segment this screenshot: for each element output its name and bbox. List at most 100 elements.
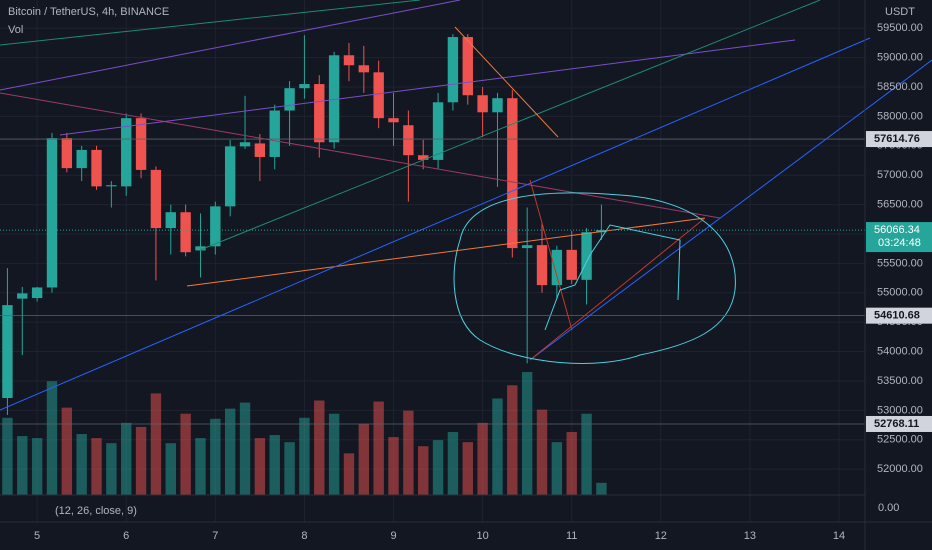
- y-tick-label: 59000.00: [877, 52, 923, 64]
- volume-bar: [551, 442, 563, 495]
- indicator-zero-label: 0.00: [878, 502, 899, 514]
- candle-body: [210, 206, 221, 247]
- candle-body: [462, 37, 473, 96]
- volume-bar: [17, 436, 28, 495]
- candle-body: [76, 149, 87, 169]
- volume-bar: [165, 443, 176, 495]
- volume-bar: [462, 442, 473, 495]
- volume-bar: [581, 413, 592, 495]
- last-price-label: 56066.34: [874, 224, 920, 236]
- trendline: [454, 26, 559, 138]
- chart-title: Bitcoin / TetherUS, 4h, BINANCE: [8, 6, 169, 18]
- candle-body: [150, 169, 162, 229]
- candle-body: [447, 37, 459, 103]
- volume-bar: [224, 408, 236, 495]
- volume-bar: [284, 442, 295, 495]
- volume-bar: [492, 398, 503, 495]
- volume-bar: [403, 410, 414, 495]
- candle-body: [536, 245, 548, 286]
- volume-bar: [135, 426, 147, 495]
- volume-bar: [106, 443, 117, 495]
- candle-body: [254, 143, 266, 157]
- currency-label: USDT: [885, 6, 915, 18]
- y-tick-label: 55000.00: [877, 287, 923, 299]
- candle-body: [373, 72, 384, 119]
- labels: 52000.00 52500.00 53000.00 53500.00 54000.00…: [0, 22, 932, 542]
- y-tick-label: 53500.00: [877, 375, 923, 387]
- candle-body: [299, 84, 310, 89]
- candle-body: [121, 118, 132, 187]
- x-tick-label: 5: [34, 530, 40, 542]
- candle-body: [91, 149, 102, 187]
- candle-body: [521, 245, 533, 249]
- y-tick-label: 52000.00: [877, 463, 923, 475]
- trendline: [529, 179, 573, 331]
- volume-bar: [521, 372, 533, 495]
- last-price-box: [866, 222, 932, 253]
- y-tick-label: 58000.00: [877, 110, 923, 122]
- y-tick-label: 59500.00: [877, 22, 923, 34]
- candle-body: [343, 55, 355, 66]
- candle-body: [551, 249, 563, 286]
- candle-body: [2, 305, 13, 398]
- volume-bar: [314, 400, 325, 495]
- volume-bar: [343, 453, 355, 495]
- price-label-box: [866, 415, 932, 432]
- x-tick-label: 6: [123, 530, 129, 542]
- volume-bar: [388, 437, 399, 495]
- volume-bar: [31, 438, 43, 495]
- price-label-box: [866, 131, 932, 148]
- price-label: 57614.76: [874, 133, 920, 145]
- volume-bar: [210, 418, 221, 495]
- indicator-label: (12, 26, close, 9): [55, 505, 137, 517]
- volume-bar: [239, 402, 251, 495]
- candle-layer: [2, 34, 607, 416]
- candle-body: [566, 249, 577, 280]
- volume-bar: [180, 413, 191, 495]
- volume-bar: [373, 401, 384, 495]
- volume-bar: [596, 482, 607, 495]
- candle-body: [17, 293, 28, 299]
- candle-body: [180, 212, 191, 253]
- y-tick-label: 52500.00: [877, 434, 923, 446]
- candle-body: [581, 232, 592, 280]
- trendline: [0, 0, 421, 46]
- y-tick-label: 54000.00: [877, 345, 923, 357]
- trendline: [0, 0, 461, 91]
- volume-bar: [61, 407, 73, 495]
- candle-body: [31, 287, 43, 299]
- volume-bar: [150, 393, 162, 495]
- candle-body: [507, 98, 518, 249]
- candle-body: [432, 102, 444, 160]
- countdown-label: 03:24:48: [878, 237, 921, 249]
- candle-body: [195, 246, 206, 251]
- volume-bar: [507, 385, 518, 495]
- candle-body: [135, 118, 147, 170]
- volume-bar: [91, 438, 102, 495]
- volume-bar: [432, 440, 444, 495]
- volume-bar: [121, 422, 132, 495]
- y-tick-label: 58500.00: [877, 81, 923, 93]
- volume-bar: [2, 417, 13, 495]
- trendline: [0, 92, 721, 219]
- price-label: 52768.11: [874, 418, 919, 430]
- candle-body: [224, 146, 236, 207]
- y-tick-label: 57000.00: [877, 169, 923, 181]
- candle-body: [328, 55, 340, 143]
- candle-body: [388, 118, 399, 123]
- x-tick-label: 13: [744, 530, 756, 542]
- y-tick-label: 53000.00: [877, 404, 923, 416]
- x-tick-label: 8: [301, 530, 307, 542]
- candle-body: [239, 142, 251, 147]
- x-tick-label: 10: [476, 530, 488, 542]
- candle-body: [358, 65, 370, 73]
- candle-body: [314, 84, 325, 143]
- volume-bar: [76, 434, 87, 495]
- x-tick-label: 14: [833, 530, 845, 542]
- x-tick-label: 7: [212, 530, 218, 542]
- volume-bar: [254, 438, 266, 495]
- volume-label: Vol: [8, 24, 23, 36]
- price-label-box: [866, 307, 932, 324]
- volume-bar: [447, 432, 459, 495]
